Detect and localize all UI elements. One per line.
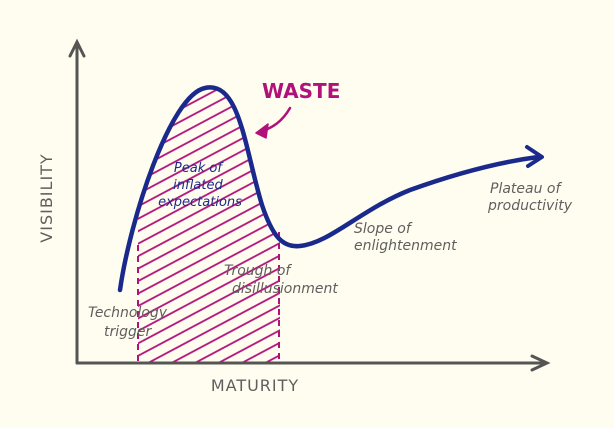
slope-label: Slope of enlightenment bbox=[354, 221, 457, 254]
trough-label: Trough of disillusionment bbox=[224, 263, 338, 297]
x-axis-title: MATURITY bbox=[211, 376, 299, 395]
waste-label: WASTE bbox=[262, 79, 340, 103]
y-axis-title: VISIBILITY bbox=[37, 153, 56, 242]
waste-arrowhead bbox=[255, 123, 269, 139]
waste-hatch-region bbox=[138, 87, 280, 362]
hype-curve bbox=[117, 85, 541, 293]
curve-arrowhead bbox=[525, 145, 544, 168]
plateau-label: Plateau of productivity bbox=[487, 181, 573, 214]
y-axis bbox=[68, 38, 86, 365]
x-axis bbox=[75, 354, 551, 372]
peak-label: Peak of inflated expectations bbox=[158, 161, 242, 210]
trigger-label: Technology trigger bbox=[88, 305, 172, 340]
